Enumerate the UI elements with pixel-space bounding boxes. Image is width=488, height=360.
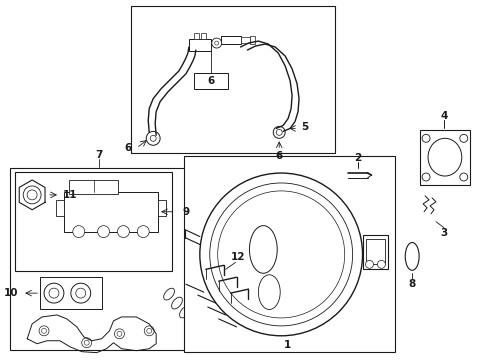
- Circle shape: [421, 134, 429, 142]
- Circle shape: [211, 38, 221, 48]
- Circle shape: [84, 340, 89, 345]
- Text: 6: 6: [275, 151, 282, 161]
- Bar: [131, 6, 334, 153]
- Text: 9: 9: [183, 207, 190, 217]
- Ellipse shape: [187, 315, 198, 327]
- Circle shape: [273, 126, 285, 138]
- Circle shape: [233, 324, 239, 330]
- Circle shape: [217, 191, 344, 318]
- Circle shape: [114, 329, 124, 339]
- Ellipse shape: [427, 138, 461, 176]
- Ellipse shape: [249, 226, 277, 273]
- Text: 4: 4: [439, 111, 447, 121]
- Bar: [193, 33, 199, 39]
- Circle shape: [71, 283, 90, 303]
- Circle shape: [459, 134, 467, 142]
- Ellipse shape: [179, 306, 190, 318]
- Bar: [362, 235, 387, 269]
- Bar: [220, 36, 240, 44]
- Bar: [365, 239, 385, 264]
- Circle shape: [49, 288, 59, 298]
- Circle shape: [214, 41, 218, 45]
- Text: 2: 2: [353, 153, 361, 163]
- Bar: [188, 39, 210, 51]
- Circle shape: [144, 326, 154, 336]
- Bar: [158, 200, 166, 216]
- Circle shape: [76, 288, 85, 298]
- Bar: [201, 33, 205, 39]
- Circle shape: [459, 173, 467, 181]
- Bar: [419, 130, 469, 185]
- Text: 3: 3: [439, 228, 447, 238]
- Bar: [69, 180, 118, 194]
- Circle shape: [117, 226, 129, 238]
- Circle shape: [27, 190, 37, 200]
- Circle shape: [81, 338, 91, 348]
- Circle shape: [137, 226, 149, 238]
- Circle shape: [73, 226, 84, 238]
- Text: 10: 10: [4, 288, 18, 298]
- Bar: [250, 36, 255, 44]
- Ellipse shape: [405, 243, 418, 270]
- Bar: [56, 200, 64, 216]
- Circle shape: [41, 328, 46, 333]
- Text: 11: 11: [62, 190, 77, 200]
- Circle shape: [98, 226, 109, 238]
- Circle shape: [146, 328, 151, 333]
- Circle shape: [222, 312, 228, 318]
- Ellipse shape: [258, 275, 280, 310]
- Text: 8: 8: [407, 279, 415, 289]
- Ellipse shape: [171, 297, 182, 309]
- Circle shape: [44, 283, 64, 303]
- Text: 5: 5: [301, 122, 308, 132]
- Circle shape: [117, 331, 122, 336]
- Bar: [15, 172, 172, 271]
- Circle shape: [146, 131, 160, 145]
- Circle shape: [377, 260, 385, 268]
- Bar: [240, 37, 250, 43]
- Text: 1: 1: [283, 340, 290, 350]
- Circle shape: [421, 173, 429, 181]
- Circle shape: [365, 260, 373, 268]
- Circle shape: [23, 186, 41, 204]
- Ellipse shape: [163, 288, 174, 300]
- Circle shape: [39, 326, 49, 336]
- Circle shape: [276, 129, 282, 135]
- Bar: [64, 192, 158, 231]
- Bar: [10, 168, 186, 350]
- Bar: [40, 277, 102, 309]
- Text: 12: 12: [231, 252, 245, 262]
- Text: 7: 7: [95, 150, 102, 160]
- Circle shape: [209, 183, 352, 326]
- Circle shape: [200, 173, 362, 336]
- Bar: [193, 73, 227, 89]
- Text: 6: 6: [207, 76, 214, 86]
- Circle shape: [212, 300, 218, 306]
- Circle shape: [150, 135, 156, 141]
- Circle shape: [201, 289, 206, 295]
- Bar: [183, 156, 394, 352]
- Text: 6: 6: [124, 143, 131, 153]
